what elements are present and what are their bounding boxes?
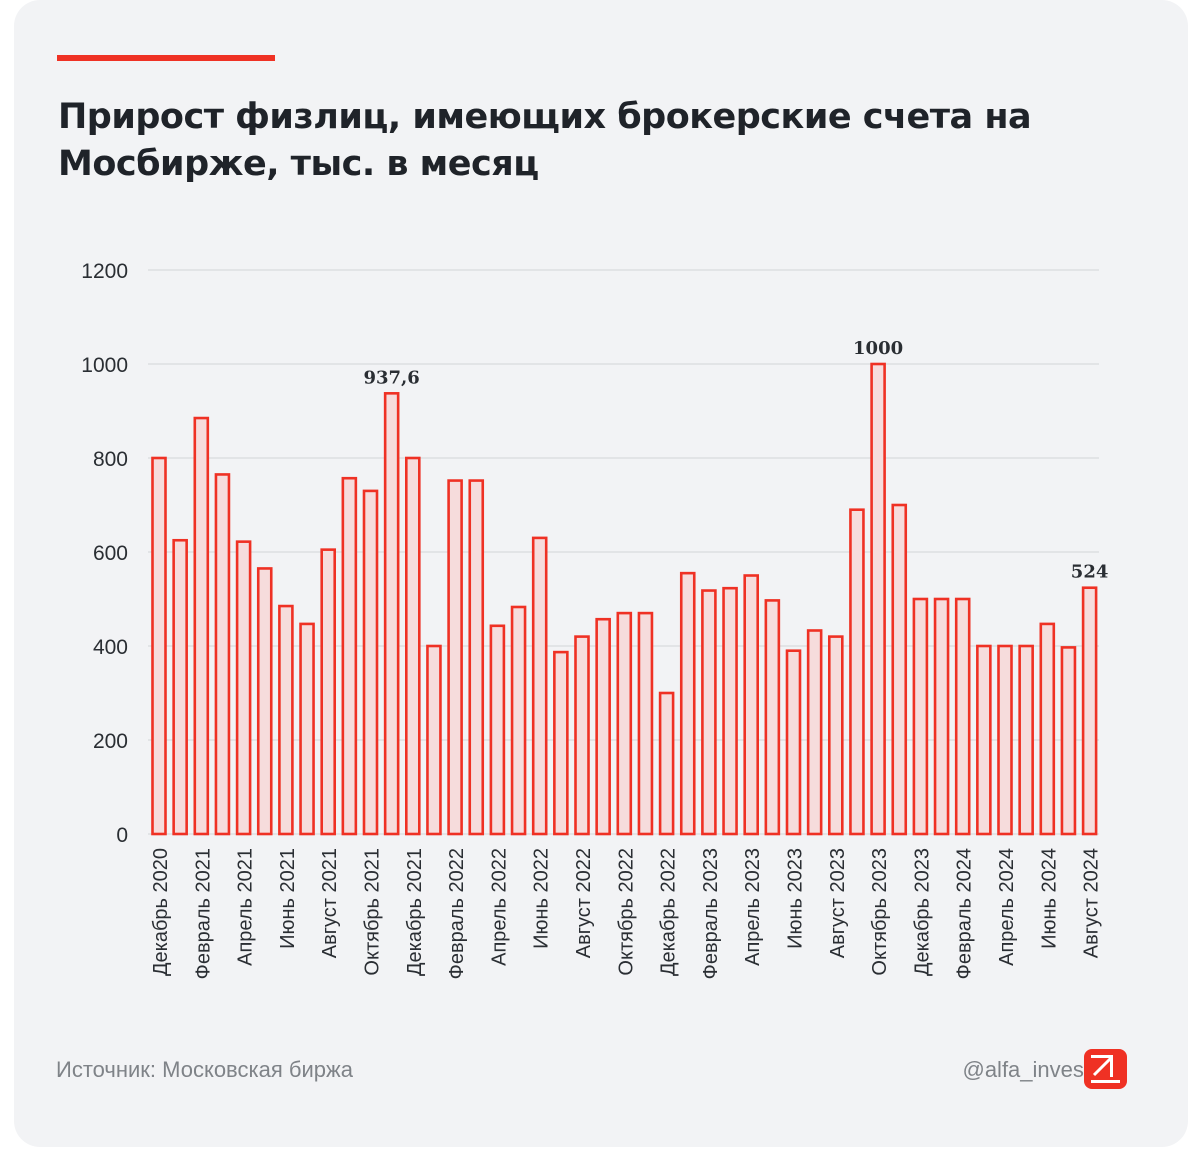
x-tick-label: Июнь 2023 [785, 848, 807, 949]
bar [616, 611, 633, 836]
bar [426, 644, 442, 836]
bar [151, 456, 167, 836]
bar [299, 622, 315, 836]
x-tick-label: Июнь 2021 [277, 848, 299, 949]
x-tick-label: Август 2024 [1081, 848, 1103, 958]
y-tick-label: 400 [93, 636, 128, 659]
bar [912, 597, 929, 836]
bar [235, 540, 252, 836]
y-tick-label: 800 [93, 448, 128, 471]
x-tick-label: Декабрь 2020 [150, 848, 172, 976]
bar [489, 624, 506, 836]
bar [468, 479, 485, 836]
bar [1039, 622, 1056, 836]
bar [933, 597, 950, 836]
handle-link[interactable]: @alfa_invest [962, 1057, 1090, 1082]
bar [404, 456, 421, 836]
bar [172, 538, 188, 836]
bar [976, 644, 992, 836]
bar [1018, 644, 1034, 836]
bar [997, 644, 1013, 836]
bar [531, 536, 548, 836]
bar [679, 571, 696, 836]
bar [891, 503, 908, 836]
bar [743, 574, 760, 836]
bar [341, 476, 358, 836]
bar [278, 604, 294, 836]
bar [574, 635, 590, 836]
bar [827, 635, 844, 836]
chart-card: Прирост физлиц, имеющих брокерские счета… [14, 0, 1188, 1147]
x-tick-label: Февраль 2022 [446, 848, 468, 979]
y-tick-label: 1200 [81, 260, 128, 283]
data-label: 524 [1071, 562, 1109, 583]
bar [1081, 586, 1098, 836]
x-tick-label: Февраль 2021 [192, 848, 214, 979]
x-tick-label: Август 2021 [319, 848, 341, 958]
bar [320, 548, 337, 836]
x-tick-label: Октябрь 2021 [362, 848, 384, 976]
y-tick-label: 0 [116, 824, 128, 847]
data-label: 937,6 [363, 367, 419, 388]
bar [214, 473, 231, 836]
x-tick-label: Февраль 2024 [954, 848, 976, 979]
x-tick-label: Декабрь 2023 [911, 848, 933, 976]
x-tick-label: Июнь 2022 [531, 848, 553, 949]
bar [256, 567, 273, 836]
bar [510, 605, 527, 836]
bar [193, 416, 210, 836]
bar [1060, 646, 1077, 836]
data-label: 1000 [853, 338, 903, 359]
bar [701, 589, 717, 836]
bar [362, 489, 379, 836]
x-tick-label: Август 2023 [827, 848, 849, 958]
bar [785, 649, 802, 836]
bar [595, 617, 611, 836]
accent-line [57, 55, 275, 61]
y-tick-label: 200 [93, 730, 128, 753]
alfa-logo-icon [1084, 1049, 1127, 1089]
x-tick-label: Апрель 2023 [742, 848, 764, 966]
x-tick-label: Апрель 2021 [235, 848, 257, 966]
bar [806, 629, 823, 836]
bar [637, 611, 654, 836]
bar [764, 599, 781, 836]
bar [658, 691, 675, 836]
y-tick-label: 600 [93, 542, 128, 565]
x-tick-label: Август 2022 [573, 848, 595, 958]
bar [383, 392, 400, 836]
x-tick-label: Декабрь 2021 [404, 848, 426, 976]
x-tick-label: Апрель 2022 [488, 848, 510, 966]
bar [722, 586, 738, 836]
y-tick-label: 1000 [81, 354, 128, 377]
bar [954, 597, 971, 836]
bar [870, 362, 886, 836]
chart-title: Прирост физлиц, имеющих брокерские счета… [58, 97, 1032, 184]
x-tick-label: Октябрь 2022 [615, 848, 637, 976]
x-tick-label: Апрель 2024 [996, 848, 1018, 966]
x-tick-label: Декабрь 2022 [658, 848, 680, 976]
x-tick-label: Июнь 2024 [1038, 848, 1060, 949]
source-text: Источник: Московская биржа [56, 1057, 353, 1082]
bar [447, 479, 463, 836]
bar [849, 508, 865, 836]
bar [553, 650, 569, 836]
x-tick-label: Октябрь 2023 [869, 848, 891, 976]
x-tick-label: Февраль 2023 [700, 848, 722, 979]
